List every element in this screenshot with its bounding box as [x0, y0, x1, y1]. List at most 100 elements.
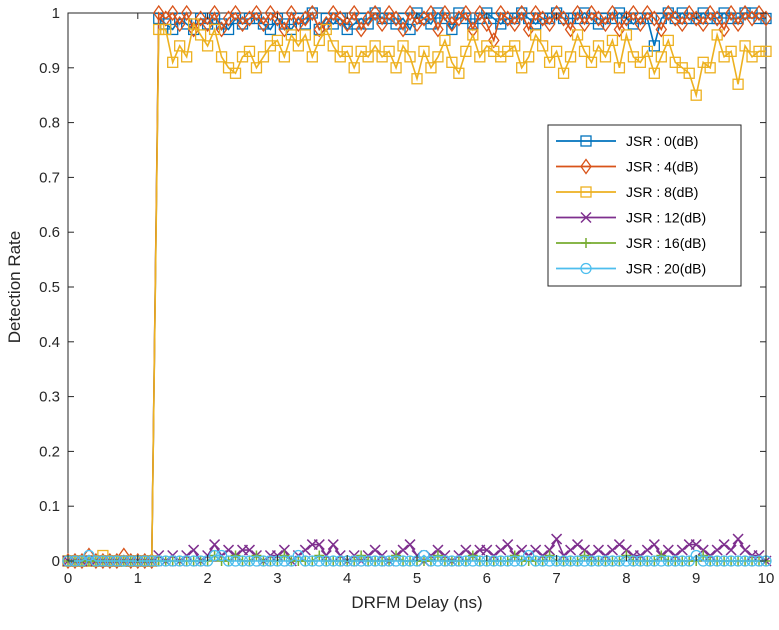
series-point: [341, 45, 353, 58]
series-point: [746, 10, 758, 27]
series-point: [580, 135, 592, 147]
series-point: [229, 4, 242, 22]
series-point: [725, 4, 737, 22]
legend-label: JSR : 0(dB): [626, 133, 698, 149]
series-point: [725, 45, 737, 58]
series-point: [634, 555, 647, 567]
series-point: [397, 40, 409, 52]
series-point: [146, 555, 158, 567]
legend-entry: JSR : 12(dB): [556, 210, 706, 226]
series-point: [732, 533, 744, 545]
series-point: [606, 4, 619, 22]
series-point: [543, 56, 556, 68]
x-tick-label: 2: [203, 570, 211, 587]
series-point: [739, 4, 751, 22]
series-point: [153, 23, 165, 36]
series-point: [411, 15, 423, 33]
series-point: [753, 45, 765, 58]
series-point: [578, 15, 591, 33]
series-point: [111, 555, 123, 567]
series-point: [606, 544, 618, 556]
series-point: [355, 21, 367, 38]
series-point: [404, 4, 416, 22]
series-point: [236, 15, 249, 33]
series-point: [585, 4, 598, 22]
series-point: [571, 555, 584, 567]
series-point: [76, 555, 88, 567]
series-point: [634, 56, 647, 68]
series-point: [278, 555, 291, 567]
series-point: [544, 544, 556, 556]
series-point: [648, 10, 661, 27]
series-point: [439, 555, 451, 567]
series-point: [585, 555, 598, 567]
legend-entry: JSR : 20(dB): [556, 261, 706, 277]
series-point: [362, 51, 374, 63]
series-point: [299, 555, 311, 567]
series-point: [167, 555, 179, 567]
series-point: [662, 34, 674, 47]
series-point: [620, 10, 633, 27]
series-point: [369, 544, 381, 556]
series-point: [118, 555, 130, 567]
series-point: [167, 23, 179, 36]
series-point: [599, 15, 612, 33]
series-point: [522, 21, 535, 38]
series-5: [62, 549, 772, 567]
series-point: [306, 555, 318, 567]
x-tick-label: 4: [343, 570, 351, 587]
series-point: [166, 4, 179, 22]
series-point: [404, 539, 416, 551]
series-point: [516, 62, 528, 74]
series-point: [264, 555, 277, 567]
series-point: [453, 67, 465, 79]
series-point: [592, 10, 605, 27]
plot-area: [62, 4, 772, 570]
series-point: [627, 555, 640, 567]
series-point: [536, 40, 549, 52]
series-layer: [62, 4, 772, 570]
series-point: [536, 555, 549, 567]
series-point: [655, 555, 667, 567]
series-point: [160, 555, 172, 567]
series-point: [320, 23, 332, 36]
series-point: [467, 29, 479, 41]
y-tick-label: 0.9: [39, 60, 60, 77]
y-tick-label: 0.2: [39, 443, 60, 460]
series-point: [564, 555, 577, 567]
series-point: [676, 15, 689, 33]
series-point: [690, 89, 702, 101]
x-tick-label: 7: [552, 570, 560, 587]
x-tick-label: 5: [413, 570, 421, 587]
series-point: [355, 555, 367, 567]
series-point: [460, 45, 472, 58]
y-tick-label: 0.6: [39, 224, 60, 241]
legend: JSR : 0(dB) JSR : 4(dB) JSR : 8(dB) JSR : 1…: [547, 124, 742, 287]
series-point: [697, 15, 709, 33]
series-point: [278, 21, 291, 38]
y-tick-label: 0.3: [39, 389, 60, 406]
series-point: [369, 555, 381, 567]
series-point: [648, 539, 660, 551]
series-point: [362, 555, 374, 567]
series-point: [327, 555, 339, 567]
series-point: [669, 555, 681, 567]
series-point: [732, 555, 744, 567]
series-point: [390, 62, 402, 74]
series-point: [739, 544, 751, 556]
series-point: [223, 544, 235, 556]
series-point: [397, 21, 409, 38]
series-point: [271, 34, 284, 47]
series-point: [711, 29, 723, 41]
series-point: [543, 555, 556, 567]
series-point: [704, 4, 716, 22]
series-point: [404, 555, 416, 567]
series-point: [725, 544, 737, 556]
series-point: [613, 21, 626, 38]
series-point: [327, 40, 339, 52]
series-point: [648, 67, 660, 79]
series-point: [187, 21, 200, 38]
series-point: [711, 10, 723, 27]
series-point: [194, 10, 207, 27]
series-point: [620, 544, 632, 556]
